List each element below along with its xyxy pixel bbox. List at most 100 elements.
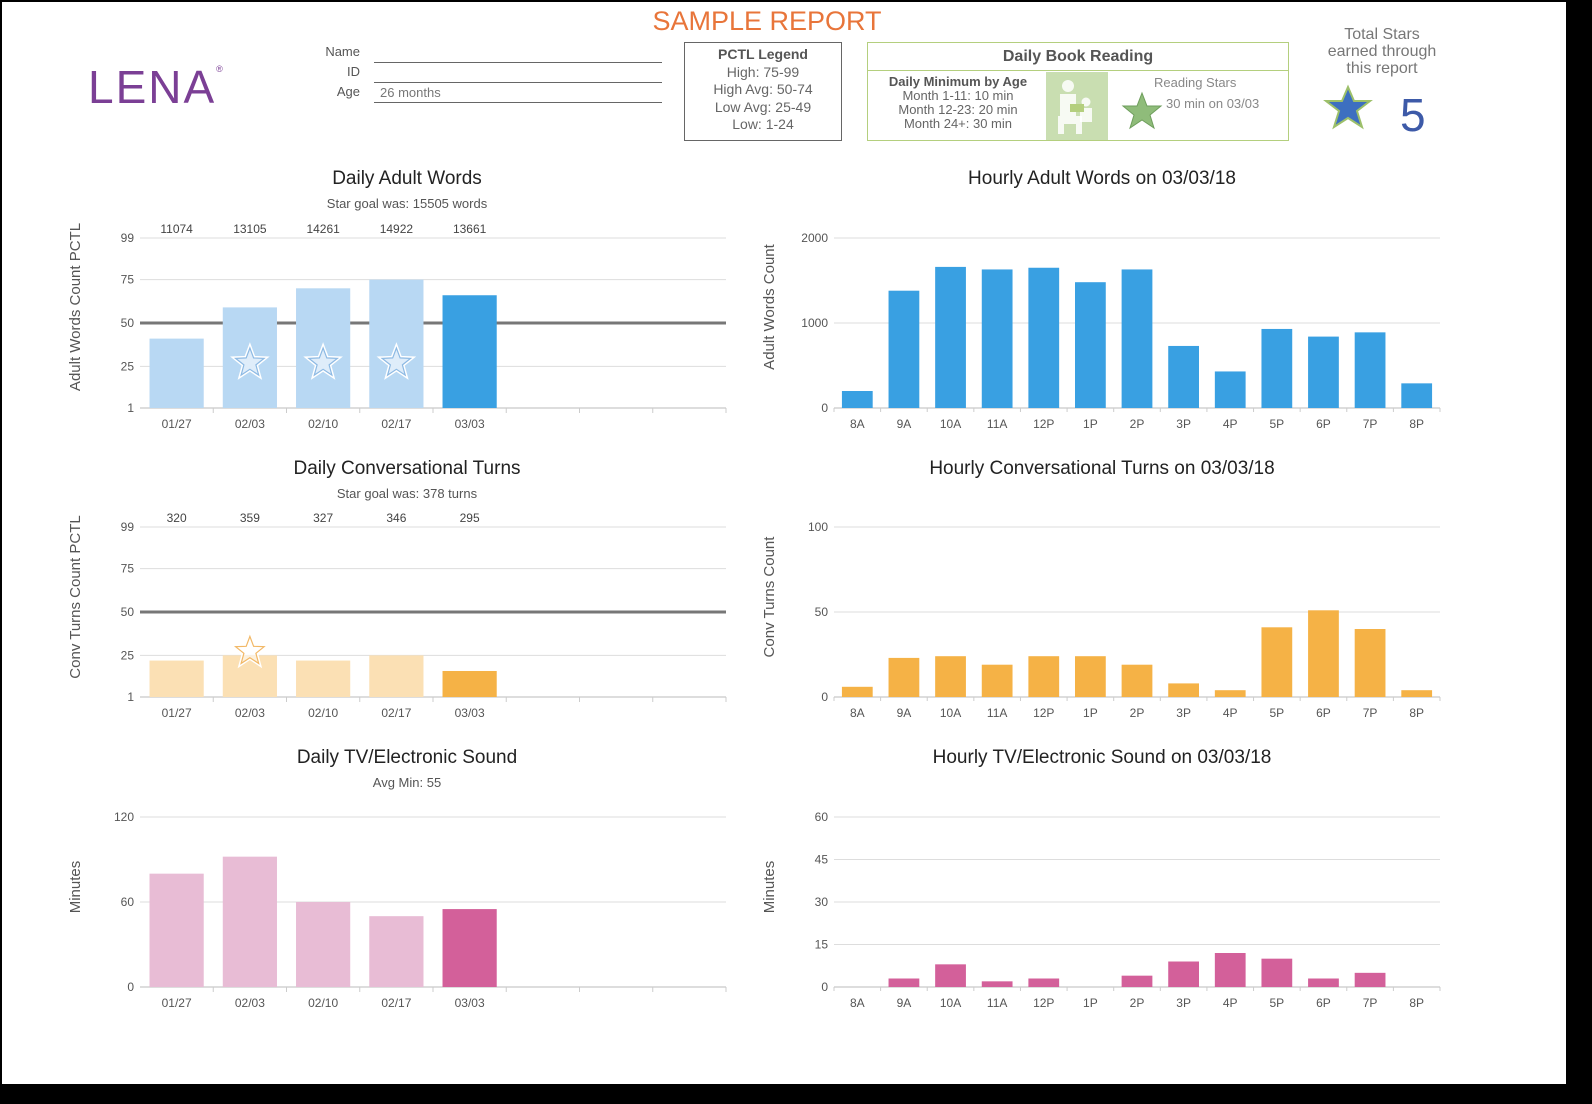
x-tick-label: 6P xyxy=(1316,417,1331,431)
x-tick-label: 8P xyxy=(1409,996,1424,1010)
y-tick-label: 1 xyxy=(127,401,134,415)
y-tick-label: 25 xyxy=(121,359,135,373)
bar xyxy=(1308,610,1339,697)
data-label: 11074 xyxy=(160,222,193,236)
x-tick-label: 12P xyxy=(1033,706,1054,720)
bar xyxy=(296,660,351,697)
data-label: 327 xyxy=(313,511,333,525)
x-tick-label: 8A xyxy=(850,417,865,431)
name-field xyxy=(374,45,662,63)
bar xyxy=(1214,371,1246,408)
pctl-legend-line: High Avg: 50-74 xyxy=(713,81,813,97)
bar xyxy=(981,981,1013,987)
name-label: Name xyxy=(325,44,360,59)
pctl-legend-line: Low: 1-24 xyxy=(732,116,794,132)
reading-adult-child-icon xyxy=(1046,72,1108,140)
x-tick-label: 02/03 xyxy=(235,706,265,720)
bar xyxy=(1075,656,1106,697)
x-tick-label: 12P xyxy=(1033,996,1054,1010)
x-tick-label: 6P xyxy=(1316,706,1331,720)
age-field: 26 months xyxy=(374,85,662,103)
bar xyxy=(935,964,966,987)
chart-2: 1 25 50 75 99 Conv Turns Count PCTL 01/27 320 02… xyxy=(67,511,727,720)
y-tick-label: 60 xyxy=(815,810,829,824)
bar xyxy=(1121,269,1153,408)
bar xyxy=(1308,336,1339,408)
x-tick-label: 8P xyxy=(1409,706,1424,720)
y-tick-label: 50 xyxy=(121,316,135,330)
x-tick-label: 6P xyxy=(1316,996,1331,1010)
x-tick-label: 3P xyxy=(1176,417,1191,431)
blue-star-icon xyxy=(1323,84,1373,130)
y-tick-label: 2000 xyxy=(801,231,828,245)
chart-title: Hourly Conversational Turns on 03/03/18 xyxy=(929,458,1275,479)
goal-star-icon xyxy=(230,342,270,380)
id-field xyxy=(374,65,662,83)
bar xyxy=(1354,629,1386,697)
bar xyxy=(222,856,277,987)
x-tick-label: 2P xyxy=(1130,996,1145,1010)
green-star-icon xyxy=(1121,91,1163,130)
x-tick-label: 02/17 xyxy=(381,706,411,720)
bar xyxy=(1261,328,1293,408)
data-label: 14261 xyxy=(306,222,340,236)
bar xyxy=(1028,978,1060,987)
chart-3: 0 50 100 Conv Turns Count 8A 9A 10A 11A 12P 1P 2P 3… xyxy=(761,520,1441,720)
y-tick-label: 100 xyxy=(808,520,828,534)
x-tick-label: 03/03 xyxy=(455,706,485,720)
bar xyxy=(888,290,920,408)
x-tick-label: 4P xyxy=(1223,706,1238,720)
report-title: SAMPLE REPORT xyxy=(652,6,882,36)
x-tick-label: 1P xyxy=(1083,706,1098,720)
x-tick-label: 02/17 xyxy=(381,417,411,431)
chart-title: Daily Conversational Turns xyxy=(293,458,521,479)
daily-minimum-line: Month 24+: 30 min xyxy=(903,116,1013,131)
goal-star-outline xyxy=(307,346,340,377)
data-label: 320 xyxy=(167,511,187,525)
y-tick-label: 0 xyxy=(127,980,134,994)
total-stars-count: 5 xyxy=(1400,89,1426,141)
bar xyxy=(1214,953,1246,987)
y-axis-label: Conv Turns Count PCTL xyxy=(67,515,84,678)
daily-minimum-line: Month 1-11: 10 min xyxy=(902,88,1014,103)
x-tick-label: 12P xyxy=(1033,417,1054,431)
y-tick-label: 15 xyxy=(815,938,829,952)
x-tick-label: 8A xyxy=(850,996,865,1010)
y-axis-label: Minutes xyxy=(67,861,84,914)
chart-1: 0 1000 2000 Adult Words Count 8A 9A 10A 11A 12P 1… xyxy=(761,231,1441,431)
y-tick-label: 1 xyxy=(127,690,134,704)
chart-subtitle: Avg Min: 55 xyxy=(372,775,442,790)
y-tick-label: 25 xyxy=(121,648,135,662)
x-tick-label: 3P xyxy=(1176,706,1191,720)
bar xyxy=(841,391,873,408)
chart-4: 0 60 120 Minutes 01/27 02/03 02/10 02/17 03/03 xyxy=(67,810,727,1010)
bar xyxy=(1168,961,1199,987)
chart-0: 1 25 50 75 99 Adult Words Count PCTL 01/27 1107… xyxy=(67,222,727,431)
data-label: 295 xyxy=(460,511,480,525)
x-tick-label: 01/27 xyxy=(162,706,192,720)
x-tick-label: 9A xyxy=(897,996,912,1010)
bar xyxy=(1168,345,1199,408)
x-tick-label: 4P xyxy=(1223,996,1238,1010)
x-tick-label: 7P xyxy=(1363,996,1378,1010)
x-tick-label: 02/10 xyxy=(308,417,338,431)
x-tick-label: 02/03 xyxy=(235,417,265,431)
bar xyxy=(1401,383,1433,408)
x-tick-label: 9A xyxy=(897,706,912,720)
bar xyxy=(981,269,1013,408)
bar xyxy=(442,909,497,987)
bar xyxy=(1121,664,1153,697)
book-reading-box: Daily Book Reading Daily Minimum by Age … xyxy=(867,42,1289,141)
daily-minimum-line: Month 12-23: 20 min xyxy=(898,102,1018,117)
bar xyxy=(1261,627,1293,697)
bar xyxy=(442,670,497,697)
bar xyxy=(149,660,204,697)
report-page: SAMPLE REPORT LENA® Name ID Age 26 month… xyxy=(2,2,1566,1084)
x-tick-label: 02/03 xyxy=(235,996,265,1010)
x-tick-label: 01/27 xyxy=(162,996,192,1010)
x-tick-label: 11A xyxy=(987,417,1007,431)
reading-stars: Reading Stars 30 min on 03/03 xyxy=(1120,75,1280,130)
y-tick-label: 45 xyxy=(815,853,829,867)
pctl-legend: PCTL Legend High: 75-99 High Avg: 50-74 … xyxy=(684,42,842,141)
y-axis-label: Minutes xyxy=(761,861,778,914)
